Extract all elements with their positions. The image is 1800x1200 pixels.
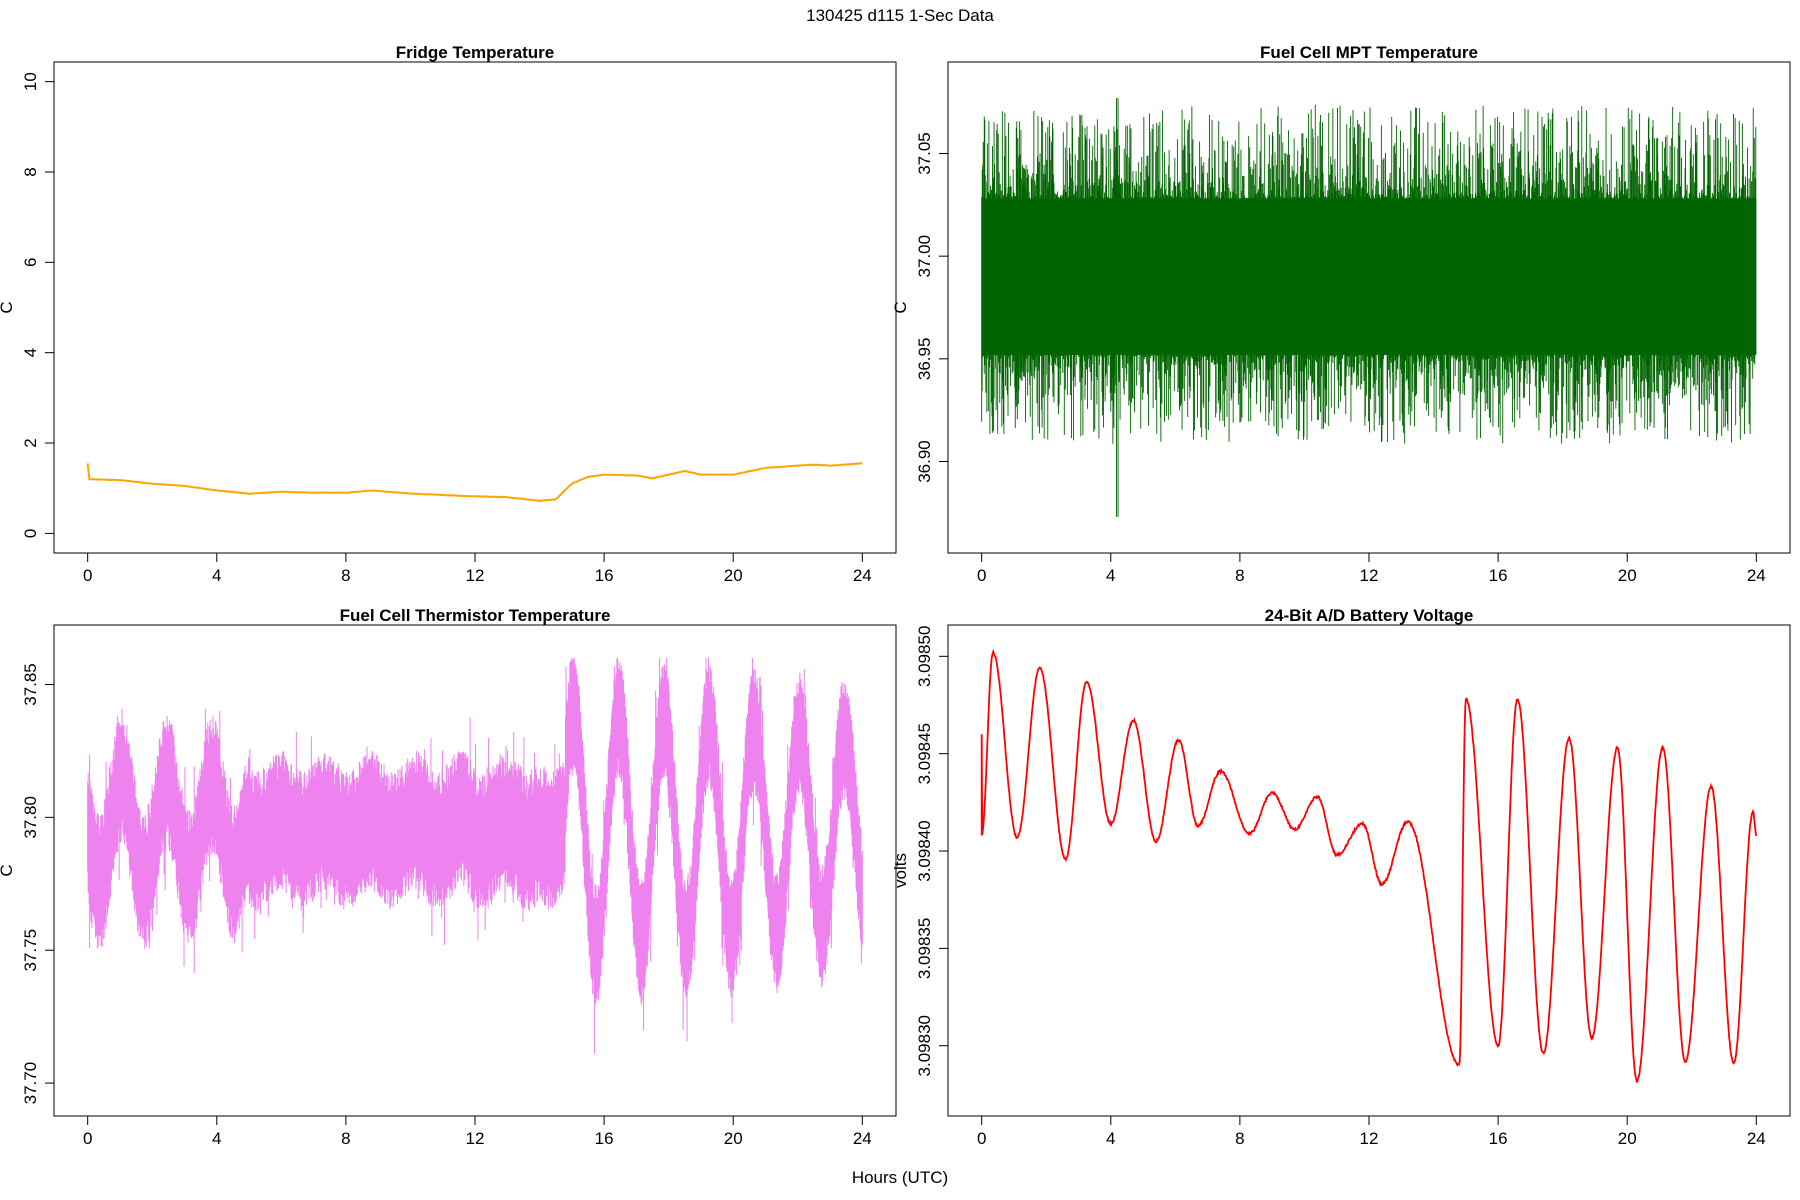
x-tick-label: 20 (1618, 566, 1637, 585)
y-tick-label: 3.09835 (915, 918, 934, 979)
x-tick-label: 8 (1235, 566, 1244, 585)
figure-title: 130425 d115 1-Sec Data (806, 6, 994, 25)
x-tick-label: 12 (466, 1129, 485, 1148)
y-tick-label: 3.09840 (915, 820, 934, 881)
y-tick-label: 37.00 (915, 235, 934, 278)
thermistor-temperature-series (87, 657, 863, 1054)
y-tick-label: 37.75 (21, 929, 40, 972)
fridge-temperature-series (86, 462, 863, 502)
panel-title: 24-Bit A/D Battery Voltage (1265, 606, 1474, 625)
y-tick-label: 36.95 (915, 338, 934, 381)
y-axis-label: C (891, 301, 910, 313)
x-tick-label: 24 (1747, 1129, 1766, 1148)
chart-panel-1: Fridge Temperature048121620240246810C (0, 43, 897, 585)
panel-title: Fridge Temperature (396, 43, 554, 62)
x-tick-label: 12 (1360, 1129, 1379, 1148)
x-tick-label: 20 (724, 1129, 743, 1148)
x-tick-label: 0 (977, 566, 986, 585)
plot-frame (947, 624, 1791, 1117)
y-tick-label: 10 (21, 72, 40, 91)
y-axis-label: C (0, 864, 16, 876)
y-axis-label: C (0, 301, 16, 313)
x-tick-label: 8 (1235, 1129, 1244, 1148)
y-axis-label: volts (891, 853, 910, 888)
y-tick-label: 6 (21, 258, 40, 267)
x-tick-label: 0 (83, 1129, 92, 1148)
x-tick-label: 16 (595, 1129, 614, 1148)
y-tick-label: 37.70 (21, 1062, 40, 1105)
y-tick-label: 0 (21, 529, 40, 538)
x-tick-label: 4 (1106, 1129, 1115, 1148)
x-tick-label: 16 (595, 566, 614, 585)
y-tick-label: 37.05 (915, 132, 934, 175)
y-tick-label: 37.85 (21, 663, 40, 706)
chart-panel-2: Fuel Cell MPT Temperature 0 4 8 12 16 20 24 36.9… (891, 43, 1791, 585)
x-tick-label: 12 (1360, 566, 1379, 585)
x-tick-label: 24 (1747, 566, 1766, 585)
y-tick-label: 3.09830 (915, 1015, 934, 1076)
mpt-temperature-series (981, 98, 1757, 517)
y-tick-label: 2 (21, 438, 40, 447)
y-tick-label: 4 (21, 348, 40, 357)
x-tick-label: 24 (853, 1129, 872, 1148)
chart-panel-4: 24-Bit A/D Battery Voltage 0 4 8 12 16 20 24 3.0… (891, 606, 1791, 1148)
plot-frame (53, 61, 897, 554)
x-tick-label: 20 (724, 566, 743, 585)
y-tick-label: 8 (21, 167, 40, 176)
x-tick-label: 8 (341, 1129, 350, 1148)
x-tick-label: 24 (853, 566, 872, 585)
x-tick-label: 8 (341, 566, 350, 585)
battery-voltage-series (980, 648, 1758, 1083)
x-tick-label: 16 (1489, 566, 1508, 585)
chart-panel-3: Fuel Cell Thermistor Temperature 0 4 8 12 16 2… (0, 606, 897, 1148)
panel-title: Fuel Cell Thermistor Temperature (340, 606, 611, 625)
panel-title: Fuel Cell MPT Temperature (1260, 43, 1478, 62)
y-tick-label: 36.90 (915, 440, 934, 483)
y-tick-label: 3.09850 (915, 626, 934, 687)
y-tick-label: 37.80 (21, 796, 40, 839)
x-tick-label: 16 (1489, 1129, 1508, 1148)
common-x-axis-label: Hours (UTC) (851, 1168, 949, 1187)
x-tick-label: 12 (466, 566, 485, 585)
x-tick-label: 0 (977, 1129, 986, 1148)
y-tick-label: 3.09845 (915, 723, 934, 784)
x-tick-label: 4 (212, 566, 221, 585)
x-tick-label: 4 (212, 1129, 221, 1148)
x-tick-label: 4 (1106, 566, 1115, 585)
x-tick-label: 20 (1618, 1129, 1637, 1148)
x-tick-label: 0 (83, 566, 92, 585)
